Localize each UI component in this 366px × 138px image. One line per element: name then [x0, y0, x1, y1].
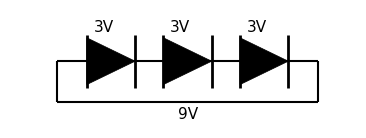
- Text: 3V: 3V: [247, 20, 267, 35]
- Polygon shape: [240, 38, 288, 85]
- Polygon shape: [87, 38, 135, 85]
- Text: 9V: 9V: [178, 107, 198, 122]
- Polygon shape: [164, 38, 212, 85]
- Text: 3V: 3V: [170, 20, 190, 35]
- Text: 3V: 3V: [94, 20, 114, 35]
